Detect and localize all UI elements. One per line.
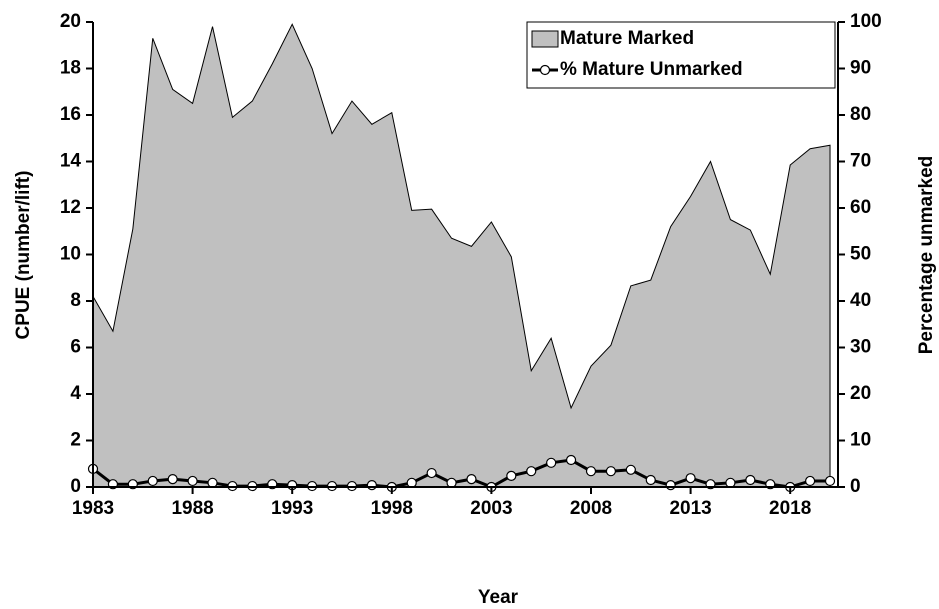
y-tick-label: 14 bbox=[60, 151, 82, 172]
marker bbox=[466, 473, 477, 485]
marker bbox=[605, 466, 617, 477]
marker bbox=[147, 475, 158, 487]
y2-tick-label: 20 bbox=[850, 383, 871, 404]
y-tick-label: 18 bbox=[60, 58, 81, 79]
y-tick-label: 2 bbox=[70, 430, 81, 451]
marker bbox=[446, 477, 457, 488]
y2-tick-label: 10 bbox=[850, 430, 871, 451]
y-tick-label: 10 bbox=[60, 244, 81, 265]
marker bbox=[526, 466, 537, 477]
x-tick-label: 1988 bbox=[171, 498, 213, 519]
y2-tick-label: 30 bbox=[850, 337, 871, 358]
marker bbox=[406, 477, 417, 488]
x-tick-label: 2008 bbox=[570, 498, 612, 519]
marker bbox=[585, 466, 597, 477]
y2-tick-label: 90 bbox=[850, 58, 871, 79]
y-tick-label: 6 bbox=[70, 337, 81, 358]
y2-tick-label: 100 bbox=[850, 11, 882, 32]
x-axis-label: Year bbox=[478, 587, 519, 608]
marker bbox=[665, 480, 676, 491]
y-tick-label: 12 bbox=[60, 197, 81, 218]
marker bbox=[824, 475, 836, 487]
y2-tick-label: 40 bbox=[850, 290, 871, 311]
marker bbox=[207, 477, 218, 488]
marker bbox=[725, 477, 736, 488]
y-tick-label: 8 bbox=[70, 290, 81, 311]
x-tick-label: 2018 bbox=[769, 498, 811, 519]
x-tick-label: 1998 bbox=[371, 498, 413, 519]
marker bbox=[625, 464, 636, 475]
x-tick-label: 1993 bbox=[271, 498, 313, 519]
area bbox=[92, 23, 831, 488]
marker bbox=[685, 473, 696, 484]
marker bbox=[546, 457, 557, 468]
y2-axis-label: Percentage unmarked bbox=[916, 156, 937, 355]
legend-label: Mature Marked bbox=[560, 28, 694, 49]
x-tick-label: 1983 bbox=[72, 498, 114, 519]
marker bbox=[506, 470, 517, 481]
marker bbox=[167, 473, 178, 485]
y-tick-label: 4 bbox=[70, 383, 81, 404]
marker bbox=[805, 475, 816, 487]
x-tick-label: 2003 bbox=[470, 498, 512, 519]
legend-marker bbox=[539, 64, 551, 76]
marker bbox=[187, 475, 198, 487]
y-axis-label: CPUE (number/lift) bbox=[13, 171, 34, 340]
y-tick-label: 20 bbox=[60, 11, 81, 32]
y-tick-label: 0 bbox=[70, 476, 81, 497]
marker bbox=[645, 474, 656, 486]
y2-tick-label: 0 bbox=[850, 476, 861, 497]
y2-tick-label: 60 bbox=[850, 197, 871, 218]
y2-tick-label: 80 bbox=[850, 104, 871, 125]
marker bbox=[426, 467, 437, 479]
legend-label: % Mature Unmarked bbox=[560, 59, 743, 80]
y2-tick-label: 50 bbox=[850, 244, 871, 265]
x-tick-label: 2013 bbox=[669, 498, 711, 519]
legend-swatch bbox=[531, 30, 559, 48]
legend-box bbox=[526, 21, 836, 89]
marker bbox=[565, 454, 577, 466]
marker bbox=[745, 474, 756, 486]
marker bbox=[366, 480, 377, 491]
y2-tick-label: 70 bbox=[850, 151, 871, 172]
y-tick-label: 16 bbox=[60, 104, 81, 125]
